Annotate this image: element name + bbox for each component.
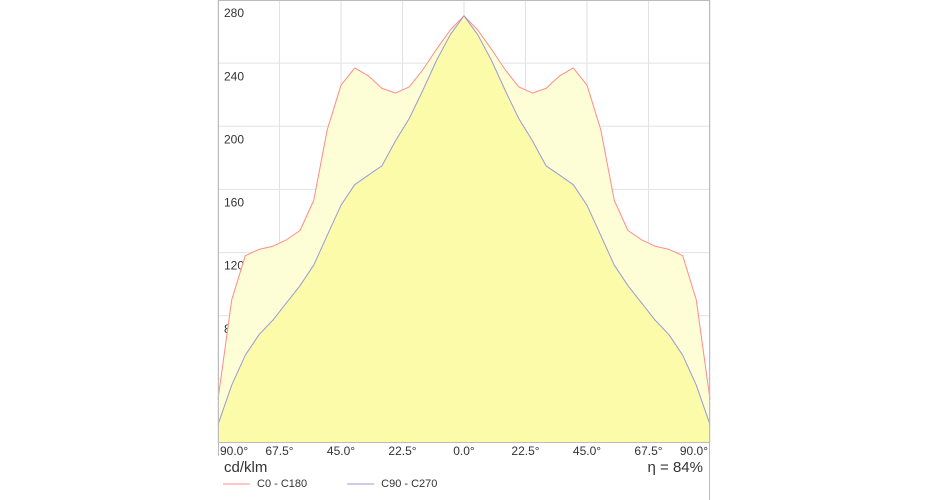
plot-border xyxy=(218,0,710,443)
y-unit-label: cd/klm xyxy=(224,459,267,476)
x-tick-label: 67.5° xyxy=(265,444,293,458)
x-tick-label: 22.5° xyxy=(511,444,539,458)
y-tick-label: 120 xyxy=(224,259,244,273)
x-tick-label: 0.0° xyxy=(453,444,475,458)
legend-label: C0 - C180 xyxy=(257,478,307,490)
x-tick-label: 45.0° xyxy=(573,444,601,458)
efficiency-annotation: η = 84% xyxy=(648,459,703,476)
y-tick-label: 160 xyxy=(224,196,244,210)
x-tick-label: 22.5° xyxy=(388,444,416,458)
y-tick-label: 280 xyxy=(224,6,244,20)
y-tick-label: 200 xyxy=(224,132,244,146)
y-tick-label: 240 xyxy=(224,69,244,83)
x-tick-label: 45.0° xyxy=(327,444,355,458)
series-line xyxy=(217,15,711,425)
x-tick-label: 90.0° xyxy=(220,444,248,458)
area-fill xyxy=(218,15,710,443)
x-tick-label: 67.5° xyxy=(634,444,662,458)
legend-label: C90 - C270 xyxy=(381,478,437,490)
x-tick-label: 90.0° xyxy=(680,444,708,458)
plot-layer: 408012016020024028090.0°67.5°45.0°22.5°0… xyxy=(217,0,711,500)
